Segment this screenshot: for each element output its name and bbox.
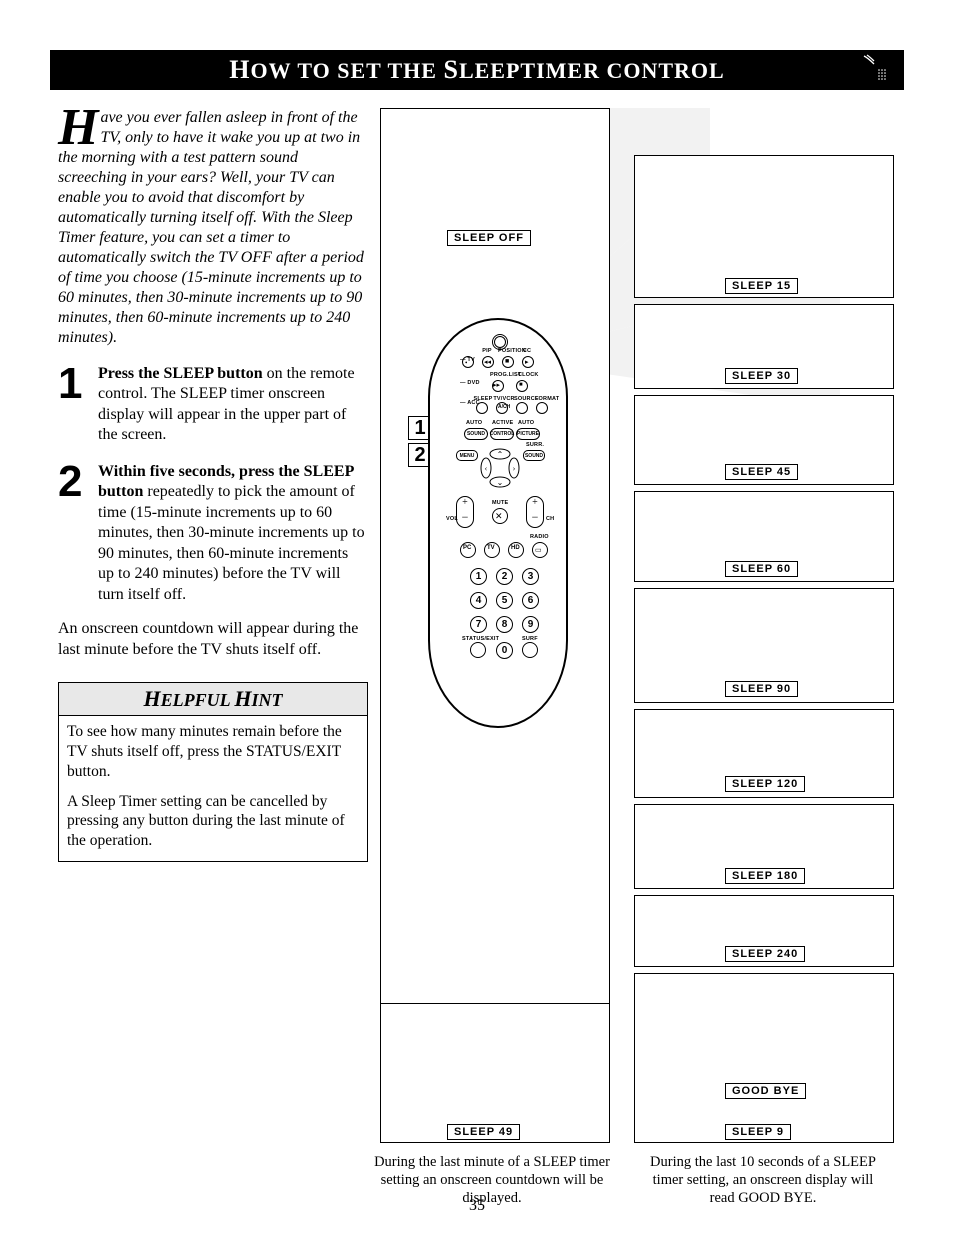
row5-toplabel: AUTO [466, 420, 482, 426]
row4-label: TV/VCR [493, 396, 515, 402]
quick-label: TV [487, 545, 495, 551]
vol-label: VOL [446, 516, 458, 522]
page-number: 35 [0, 1197, 954, 1215]
row4-label: FORMAT [535, 396, 557, 402]
row5-toplabel: AUTO [518, 420, 534, 426]
status-label: STATUS/EXIT [462, 636, 499, 642]
row5-btn: PICTURE [516, 428, 540, 440]
stop2-icon: ■ [519, 382, 523, 388]
screen-panel [380, 1003, 610, 1143]
diagram-region: SLEEP OFFSLEEP 15SLEEP 30SLEEP 45SLEEP 6… [380, 108, 900, 1188]
page-title: HOW TO SET THE SLEEPTIMER CONTROL [229, 55, 724, 85]
row1-label: PIP [478, 348, 496, 354]
row4-label: SOURCE [514, 396, 536, 402]
sleep-label-s30: SLEEP 30 [725, 368, 798, 384]
hint-box: HELPFUL HINT To see how many minutes rem… [58, 682, 368, 862]
quick-label: PC [463, 545, 471, 551]
nav-pad: ⌃ ⌄ ‹ › [480, 448, 520, 488]
power-ring [494, 336, 506, 348]
sleep-label-s240: SLEEP 240 [725, 946, 805, 962]
radio-label: RADIO [530, 534, 549, 540]
ff-icon: ▸▸ [493, 381, 500, 389]
digit-5: 5 [496, 592, 513, 609]
screen-panel [634, 973, 894, 1143]
menu-btn: MENU [456, 450, 478, 461]
mute-icon: ✕ [495, 511, 503, 522]
status-btn [470, 642, 486, 658]
digit-9: 9 [522, 616, 539, 633]
ach-label: A/CH [498, 404, 510, 410]
screen-panel [634, 155, 894, 298]
digit-1: 1 [470, 568, 487, 585]
sleep-label-s15: SLEEP 15 [725, 278, 798, 294]
step-1: 1 Press the SLEEP button on the remote c… [58, 364, 368, 446]
surf-btn [522, 642, 538, 658]
step-number: 1 [58, 364, 98, 446]
sleep-label-s49: SLEEP 49 [447, 1124, 520, 1140]
mute-label: MUTE [492, 500, 508, 506]
ch-label: CH [546, 516, 554, 522]
row1-label: POSITION [498, 348, 516, 354]
clock-label: CLOCK [518, 372, 539, 378]
quick-label: HD [511, 545, 520, 551]
step-text: Press the SLEEP button on the remote con… [98, 364, 368, 446]
step-text: Within five seconds, press the SLEEP but… [98, 462, 368, 605]
digit-8: 8 [496, 616, 513, 633]
sleep-label-s120: SLEEP 120 [725, 776, 805, 792]
row4-btn [476, 402, 488, 414]
ch-rocker: +− [526, 496, 544, 528]
digit-7: 7 [470, 616, 487, 633]
sleep-label-s180: SLEEP 180 [725, 868, 805, 884]
surf-label: SURF [522, 636, 538, 642]
row5-btn: SOUND [464, 428, 488, 440]
digit-2: 2 [496, 568, 513, 585]
tv-label: — TV [460, 357, 475, 363]
digit-3: 3 [522, 568, 539, 585]
step-2: 2 Within five seconds, press the SLEEP b… [58, 462, 368, 605]
row4-btn [516, 402, 528, 414]
step-number: 2 [58, 462, 98, 605]
svg-text:⌃: ⌃ [497, 450, 504, 459]
vol-rocker: +− [456, 496, 474, 528]
sleep-label-bye: GOOD BYE [725, 1083, 806, 1099]
play-icon: ▸ [525, 358, 529, 366]
svg-text:⌄: ⌄ [497, 478, 504, 487]
sleep-label-s45: SLEEP 45 [725, 464, 798, 480]
title-bar: HOW TO SET THE SLEEPTIMER CONTROL [50, 50, 904, 90]
svg-text:‹: ‹ [485, 464, 488, 473]
row1-label: CC [518, 348, 536, 354]
remote-control: PIPPOSITIONCC•◂◂■▸PROG.LISTCLOCK▸▸■— TV—… [428, 318, 568, 728]
hint-paragraph: A Sleep Timer setting can be cancelled b… [67, 792, 359, 851]
remote-signal-icon [862, 54, 894, 91]
rew-icon: ◂◂ [484, 358, 491, 366]
row5-toplabel: ACTIVE [492, 420, 513, 426]
row4-btn [536, 402, 548, 414]
paragraph: An onscreen countdown will appear during… [58, 619, 368, 660]
row4-label: SLEEP [472, 396, 494, 402]
dvd-label: — DVD [460, 380, 480, 386]
sleep-label-s60: SLEEP 60 [725, 561, 798, 577]
hint-paragraph: To see how many minutes remain before th… [67, 722, 359, 781]
sleep-label-s9: SLEEP 9 [725, 1124, 791, 1140]
sleep-label-s90: SLEEP 90 [725, 681, 798, 697]
digit-0: 0 [496, 642, 513, 659]
stop-icon: ■ [505, 358, 509, 365]
intro-paragraph: Have you ever fallen asleep in front of … [58, 108, 368, 348]
digit-6: 6 [522, 592, 539, 609]
digit-4: 4 [470, 592, 487, 609]
radio-icon: ▭ [535, 546, 542, 554]
proglist-label: PROG.LIST [490, 372, 521, 378]
sound-btn: SOUND [523, 450, 545, 461]
hint-title: HELPFUL HINT [59, 683, 367, 716]
row5-btn: CONTROL [490, 428, 514, 440]
sleep-label-off: SLEEP OFF [447, 230, 531, 246]
surr-label: SURR. [526, 442, 544, 448]
svg-text:›: › [513, 464, 516, 473]
